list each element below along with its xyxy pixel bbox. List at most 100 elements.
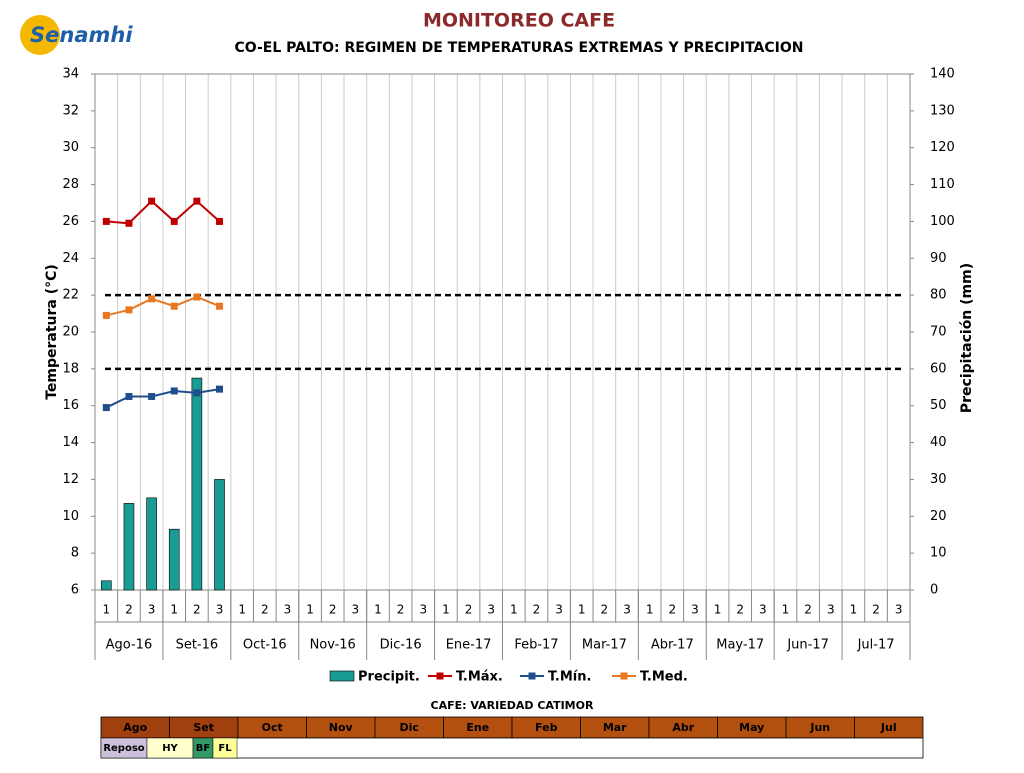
chart-title: MONITOREO CAFE: [423, 10, 615, 32]
line-series: [105, 388, 220, 409]
y2-tick-label: 60: [930, 361, 947, 376]
y-tick-label: 8: [71, 546, 79, 561]
phenology-title: CAFE: VARIEDAD CATIMOR: [431, 699, 594, 712]
marker: [148, 197, 156, 205]
x-group-label: Ago-16: [106, 638, 153, 653]
legend-swatch: [329, 670, 355, 682]
x-tick-label: 3: [691, 603, 699, 617]
legend-swatch: [620, 672, 628, 680]
x-tick-label: 1: [850, 603, 858, 617]
marker: [170, 387, 178, 395]
chart-subtitle: CO-EL PALTO: REGIMEN DE TEMPERATURAS EXT…: [235, 40, 804, 56]
legend-label: T.Mín.: [548, 670, 591, 685]
stage-cell: [212, 737, 238, 759]
x-group-label: Abr-17: [651, 638, 694, 653]
month-label: Jul: [880, 721, 897, 734]
y2-tick-label: 10: [930, 546, 947, 561]
bar: [168, 528, 180, 591]
x-tick-label: 2: [872, 603, 880, 617]
x-tick-label: 1: [646, 603, 654, 617]
x-group-label: Dic-16: [380, 638, 422, 653]
y-tick-label: 24: [62, 251, 79, 266]
x-tick-label: 1: [374, 603, 382, 617]
logo: Senamhi: [20, 15, 133, 55]
x-tick-label: 3: [487, 603, 495, 617]
y-axis-title: Temperatura (°C): [44, 264, 60, 400]
y-tick-label: 14: [62, 435, 79, 450]
y-tick-label: 6: [71, 583, 79, 598]
y2-tick-label: 80: [930, 288, 947, 303]
month-label: May: [739, 721, 764, 734]
y-tick-label: 20: [62, 325, 79, 340]
y2-tick-label: 130: [930, 103, 955, 118]
y2-tick-label: 110: [930, 177, 955, 192]
x-tick-label: 2: [668, 603, 676, 617]
bar: [146, 497, 157, 591]
marker: [102, 217, 110, 225]
x-tick-label: 3: [284, 603, 292, 617]
stage-label: Reposo: [103, 743, 144, 754]
y-tick-label: 32: [62, 103, 79, 118]
legend-swatch: [528, 672, 536, 680]
marker: [216, 385, 224, 393]
x-tick-label: 1: [510, 603, 518, 617]
x-tick-label: 2: [465, 603, 473, 617]
y-tick-label: 22: [62, 288, 79, 303]
x-tick-label: 1: [102, 603, 110, 617]
marker: [125, 306, 133, 314]
y2-tick-label: 0: [930, 583, 938, 598]
x-tick-label: 2: [125, 603, 133, 617]
x-tick-label: 3: [623, 603, 631, 617]
marker: [193, 293, 201, 301]
x-group-label: Ene-17: [446, 638, 492, 653]
y2-tick-label: 70: [930, 325, 947, 340]
marker: [193, 389, 201, 397]
month-label: Ene: [466, 721, 489, 734]
marker: [216, 302, 224, 310]
month-label: Set: [193, 721, 214, 734]
month-label: Oct: [262, 721, 283, 734]
bar: [191, 377, 203, 591]
y-tick-label: 26: [62, 214, 79, 229]
x-tick-label: 3: [895, 603, 903, 617]
marker: [170, 217, 178, 225]
legend-label: T.Med.: [640, 670, 688, 685]
x-tick-label: 2: [804, 603, 812, 617]
x-group-label: Feb-17: [514, 638, 558, 653]
marker: [193, 197, 201, 205]
month-label: Dic: [400, 721, 419, 734]
y-tick-label: 30: [62, 140, 79, 155]
logo-sun: [20, 15, 60, 55]
x-tick-label: 3: [759, 603, 767, 617]
y-tick-label: 12: [62, 472, 79, 487]
month-label: Abr: [672, 721, 694, 734]
bar: [101, 580, 112, 591]
x-tick-label: 1: [442, 603, 450, 617]
y2-tick-label: 20: [930, 509, 947, 524]
y2-tick-label: 90: [930, 251, 947, 266]
stage-label: BF: [196, 743, 210, 754]
y2-tick-label: 50: [930, 398, 947, 413]
x-tick-label: 1: [306, 603, 314, 617]
x-tick-label: 2: [601, 603, 609, 617]
marker: [102, 404, 110, 412]
x-tick-label: 3: [419, 603, 427, 617]
marker: [170, 302, 178, 310]
x-tick-label: 3: [827, 603, 835, 617]
y2-tick-label: 120: [930, 140, 955, 155]
marker: [148, 393, 156, 400]
month-label: Nov: [329, 721, 354, 734]
x-tick-label: 2: [193, 603, 201, 617]
y2-axis-title: Precipitación (mm): [959, 263, 975, 413]
legend-label: T.Máx.: [456, 670, 503, 685]
x-group-label: Jul-17: [857, 638, 895, 653]
legend-swatch: [436, 672, 444, 680]
x-tick-label: 2: [533, 603, 541, 617]
x-group-label: Nov-16: [310, 638, 356, 653]
y-tick-label: 28: [62, 177, 79, 192]
stage-label: HY: [162, 743, 178, 754]
x-tick-label: 2: [736, 603, 744, 617]
x-group-label: Oct-16: [243, 638, 287, 653]
marker: [102, 311, 110, 319]
